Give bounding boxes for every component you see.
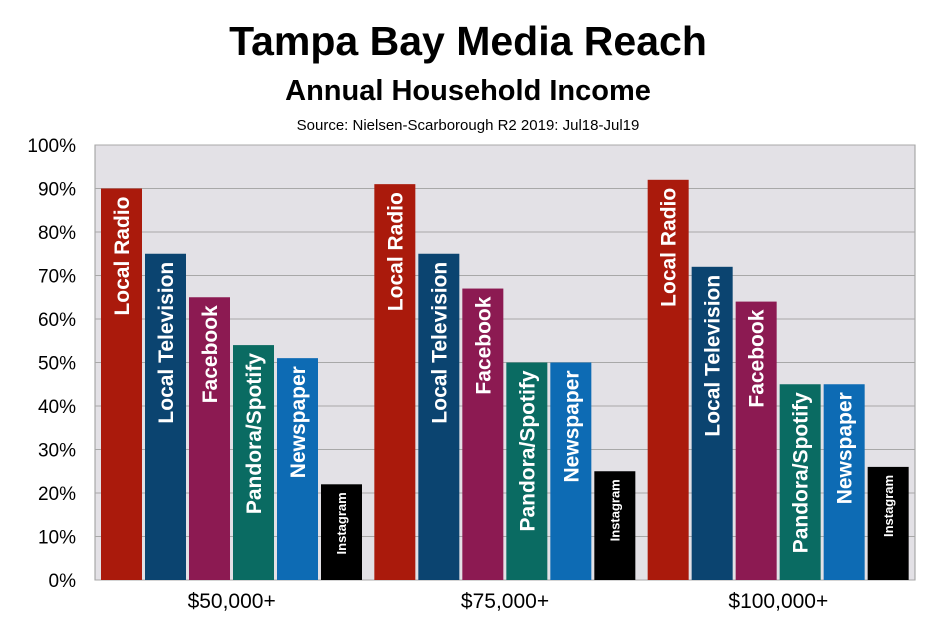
chart-source: Source: Nielsen-Scarborough R2 2019: Jul… (296, 117, 640, 134)
bar (418, 253, 460, 580)
bar-label: Newspaper (834, 392, 857, 504)
chart-title: Tampa Bay Media Reach (229, 18, 707, 64)
bar (550, 362, 592, 580)
bar-label: Local Radio (384, 192, 407, 311)
bar (691, 266, 733, 580)
bar (594, 471, 636, 580)
x-tick-label: $100,000+ (728, 590, 828, 613)
bar (462, 288, 504, 580)
bar-label: Local Radio (658, 188, 681, 307)
y-tick-label: 20% (38, 484, 76, 505)
bar-label: Pandora/Spotify (243, 353, 266, 514)
bar (233, 345, 274, 580)
bar (647, 179, 689, 581)
bar-label: Pandora/Spotify (790, 392, 813, 553)
bar-label: Local Radio (111, 197, 134, 316)
y-tick-label: 100% (27, 136, 76, 157)
bar-label: Local Television (702, 275, 725, 437)
chart-subtitle: Annual Household Income (285, 75, 651, 107)
bar (506, 362, 548, 580)
bar-label: Newspaper (287, 366, 310, 478)
x-tick-label: $75,000+ (461, 590, 549, 613)
bar (735, 301, 777, 580)
bar-label: Instagram (608, 479, 623, 541)
bar (823, 384, 865, 580)
x-tick-label: $50,000+ (188, 590, 276, 613)
y-tick-label: 50% (38, 354, 76, 375)
y-tick-label: 0% (49, 571, 77, 592)
y-tick-label: 90% (38, 180, 76, 201)
y-tick-label: 70% (38, 267, 76, 288)
bar (101, 188, 142, 580)
bar-label: Instagram (881, 475, 896, 537)
y-tick-label: 80% (38, 223, 76, 244)
y-tick-label: 10% (38, 528, 76, 549)
bar-label: Local Television (428, 262, 451, 424)
bar (374, 184, 416, 580)
bar (321, 484, 362, 580)
bar-label: Facebook (746, 309, 769, 407)
bar (189, 297, 230, 580)
bar (779, 384, 821, 580)
bar-label: Instagram (334, 492, 349, 554)
bar-label: Facebook (199, 305, 222, 403)
bar (145, 253, 186, 580)
bar (277, 358, 318, 580)
bar (867, 466, 909, 580)
bar-label: Facebook (472, 296, 495, 394)
y-tick-label: 60% (38, 310, 76, 331)
bar-label: Newspaper (560, 371, 583, 483)
y-tick-label: 40% (38, 397, 76, 418)
bar-label: Local Television (155, 262, 178, 424)
bar-label: Pandora/Spotify (516, 370, 539, 531)
y-tick-label: 30% (38, 441, 76, 462)
